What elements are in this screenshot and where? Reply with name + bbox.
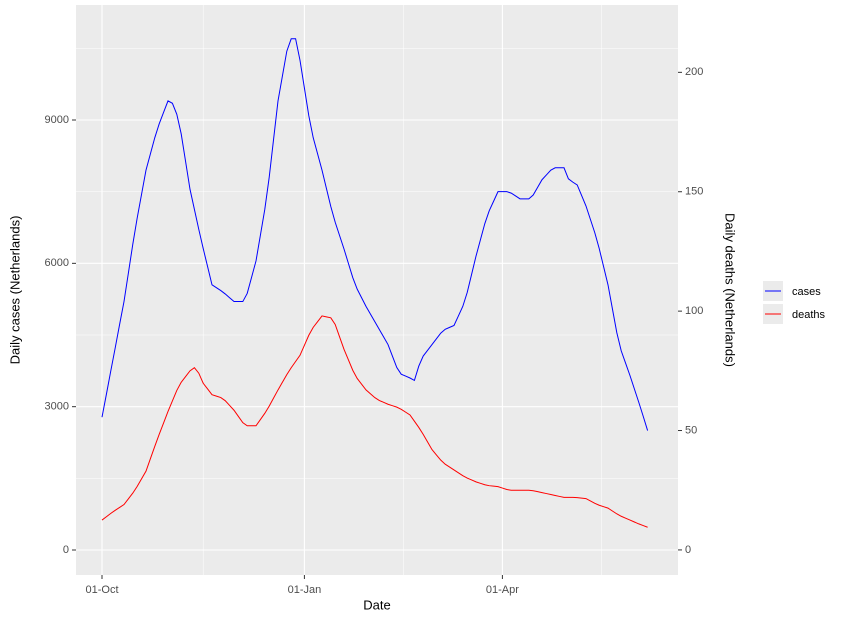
x-tick-label: 01-Apr	[486, 584, 519, 596]
y-tick-label: 9000	[45, 114, 69, 126]
y-axis-title: Daily cases (Netherlands)	[7, 216, 22, 365]
legend-label: deaths	[792, 309, 826, 321]
x-tick-label: 01-Oct	[85, 584, 118, 596]
x-tick-label: 01-Jan	[288, 584, 322, 596]
series-line	[101, 38, 649, 431]
y-tick-label: 6000	[45, 257, 69, 269]
y2-axis-title: Daily deaths (Netherlands)	[723, 213, 738, 367]
y2-tick-label: 0	[685, 544, 691, 556]
x-axis-title: Date	[363, 597, 390, 612]
series-line	[101, 315, 648, 528]
y-tick-label: 3000	[45, 401, 69, 413]
y-tick-label: 0	[63, 544, 69, 556]
y2-tick-label: 50	[685, 424, 697, 436]
y2-tick-label: 150	[685, 186, 703, 198]
panel	[76, 5, 678, 575]
y2-tick-label: 200	[685, 66, 703, 78]
y2-tick-label: 100	[685, 305, 703, 317]
legend-label: cases	[792, 286, 821, 298]
